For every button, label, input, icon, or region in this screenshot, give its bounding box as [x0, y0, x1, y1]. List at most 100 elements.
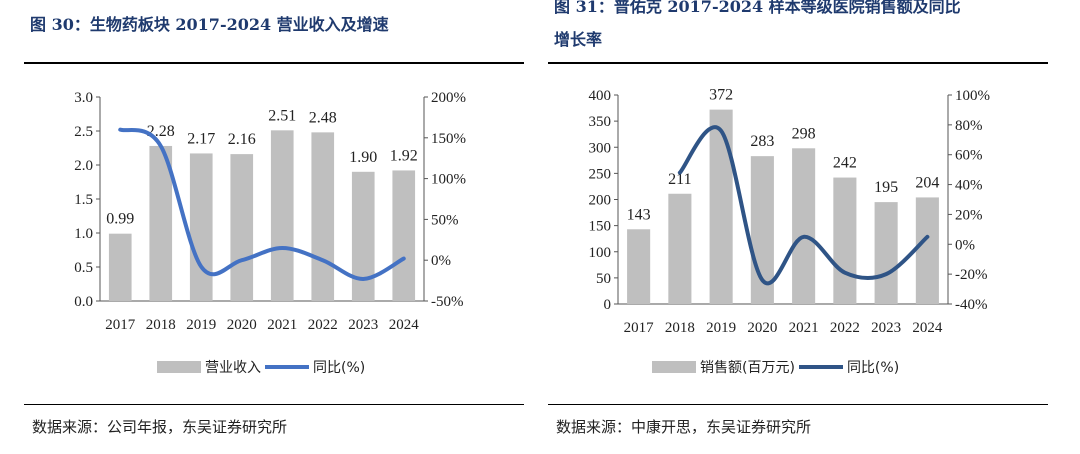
data-label: 195 [874, 179, 898, 196]
y2-tick-label: 20% [955, 207, 983, 223]
bar [351, 171, 375, 301]
y-tick-label: 1.5 [74, 192, 93, 208]
y-tick-label: 100 [589, 245, 612, 261]
y2-tick-label: -40% [955, 297, 988, 313]
data-label: 1.90 [349, 149, 377, 166]
x-tick-label: 2018 [665, 320, 695, 336]
bar [709, 109, 733, 304]
legend-bar-swatch [652, 361, 696, 373]
y-tick-label: 0.5 [74, 260, 93, 276]
top-rule [548, 62, 1048, 64]
x-tick-label: 2020 [747, 320, 777, 336]
y-tick-label: 2.5 [74, 124, 93, 140]
y-tick-label: 1.0 [74, 226, 93, 242]
y-tick-label: 2.0 [74, 158, 93, 174]
bar [189, 153, 213, 301]
x-tick-label: 2022 [830, 320, 860, 336]
bar [270, 130, 294, 301]
figure-title: 图 31：普佑克 2017-2024 样本等级医院销售额及同比 增长率 [554, 0, 1044, 56]
data-label: 283 [750, 133, 774, 150]
x-tick-label: 2018 [146, 317, 176, 333]
data-label: 2.16 [228, 131, 256, 148]
y-tick-label: 50 [596, 271, 611, 287]
data-label: 1.92 [390, 147, 418, 164]
bar [311, 132, 335, 301]
data-label: 204 [915, 174, 939, 191]
source-note: 数据来源：公司年报，东吴证券研究所 [32, 418, 288, 436]
bar-line-chart: 0 50 100 150 200 250 300 350 400 -40% -20% 0% 20% 40%… [589, 87, 991, 336]
x-tick-label: 2024 [912, 320, 943, 336]
y2-tick-label: 200% [431, 90, 466, 106]
data-label: 298 [792, 125, 816, 142]
bar [915, 197, 939, 304]
x-tick-label: 2017 [105, 317, 136, 333]
bar [392, 170, 416, 301]
x-tick-label: 2020 [227, 317, 257, 333]
data-label: 2.48 [309, 109, 337, 126]
bar [874, 202, 898, 304]
y2-tick-label: 50% [431, 212, 459, 228]
data-label: 242 [833, 155, 857, 172]
y-tick-label: 3.0 [74, 90, 93, 106]
bar [627, 229, 651, 304]
x-tick-label: 2024 [389, 317, 420, 333]
figure-title: 图 30：生物药板块 2017-2024 营业收入及增速 [30, 15, 389, 34]
legend-bar-swatch [157, 361, 201, 373]
chart-panel-left: 图 30：生物药板块 2017-2024 营业收入及增速 0.0 0.5 1.0 1.… [24, 0, 524, 454]
legend-line-label: 同比(%) [846, 360, 900, 376]
source-note: 数据来源：中康开思，东吴证券研究所 [556, 418, 812, 436]
y2-tick-label: 150% [431, 131, 466, 147]
x-tick-label: 2022 [308, 317, 338, 333]
bar [149, 145, 173, 301]
data-label: 211 [668, 171, 691, 188]
y2-tick-label: 100% [431, 172, 466, 188]
bar [833, 177, 857, 304]
x-tick-label: 2019 [186, 317, 216, 333]
y-tick-label: 0 [604, 297, 612, 313]
top-rule [24, 62, 524, 64]
bottom-rule [548, 404, 1048, 405]
x-tick-label: 2023 [348, 317, 378, 333]
y2-tick-label: -20% [955, 267, 988, 283]
data-label: 143 [627, 206, 651, 223]
y2-tick-label: 60% [955, 148, 983, 164]
bar [108, 233, 132, 301]
x-tick-label: 2019 [706, 320, 736, 336]
y2-tick-label: 0% [955, 237, 975, 253]
series-line [118, 127, 406, 281]
data-label: 372 [709, 87, 733, 104]
legend-line-swatch [798, 365, 843, 369]
y-tick-label: 300 [589, 140, 612, 156]
figure-title-line2: 增长率 [554, 30, 603, 49]
bottom-rule [24, 404, 524, 405]
legend: 营业收入 同比(%) [157, 356, 367, 378]
y2-tick-label: 100% [955, 88, 990, 104]
y-tick-label: 400 [589, 88, 612, 104]
bar [668, 193, 692, 304]
legend-line-label: 同比(%) [313, 360, 366, 376]
figure-title-line1: 图 31：普佑克 2017-2024 样本等级医院销售额及同比 [554, 0, 961, 16]
y-tick-label: 0.0 [74, 294, 93, 310]
legend-bar-label: 营业收入 [205, 360, 261, 376]
y-tick-label: 200 [589, 193, 612, 209]
x-tick-label: 2021 [267, 317, 297, 333]
bar [792, 148, 816, 304]
legend-bar-label: 销售额(百万元) [700, 360, 795, 376]
data-label: 2.17 [187, 130, 215, 147]
y2-tick-label: 0% [431, 253, 451, 269]
x-tick-label: 2017 [624, 320, 655, 336]
data-label: 2.51 [268, 107, 296, 124]
y2-tick-label: 80% [955, 118, 983, 134]
bar-line-chart: 0.0 0.5 1.0 1.5 2.0 2.5 3.0 -50% 0% 50% 100% 150% 20… [74, 90, 466, 333]
y-tick-label: 350 [589, 114, 612, 130]
legend-line-swatch [265, 365, 309, 369]
x-tick-label: 2023 [871, 320, 901, 336]
y-tick-label: 150 [589, 219, 612, 235]
y2-tick-label: 40% [955, 178, 983, 194]
data-label: 0.99 [106, 211, 134, 228]
y-tick-label: 250 [589, 166, 612, 182]
bar [230, 154, 254, 301]
legend: 销售额(百万元) 同比(%) [652, 356, 901, 378]
x-tick-label: 2021 [789, 320, 819, 336]
y2-tick-label: -50% [431, 294, 464, 310]
